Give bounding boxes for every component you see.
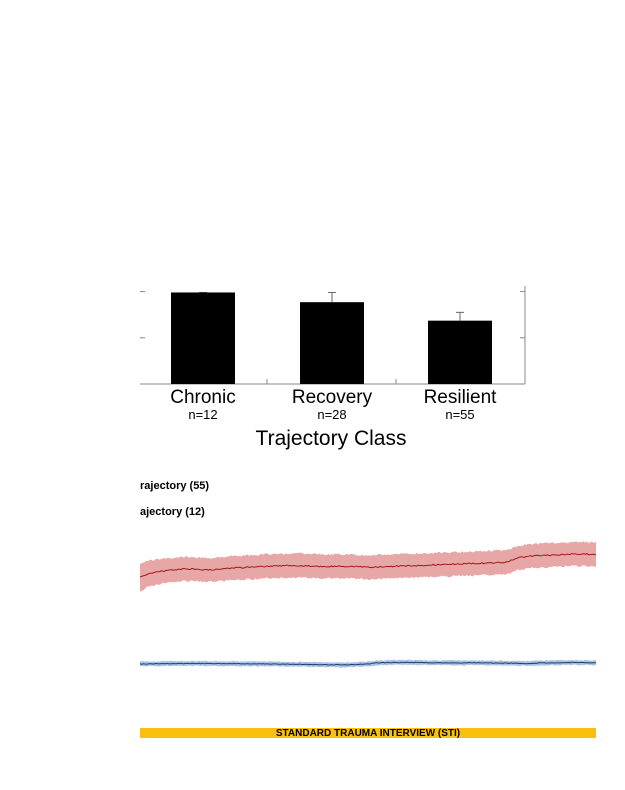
upper-trace-group: [140, 541, 596, 592]
bar-chart-bars: [171, 291, 492, 384]
category-label: Chronic: [170, 387, 235, 408]
bar-chronic: [171, 292, 235, 384]
bar-resilient: [428, 320, 492, 384]
lower-trace-group: [140, 659, 596, 668]
category-count-label: n=28: [317, 407, 346, 422]
upper-trace-line: [140, 552, 596, 578]
legend-entry-2: ajectory (12): [140, 506, 205, 518]
category-label: Recovery: [292, 387, 373, 408]
category-label: Resilient: [424, 387, 498, 408]
bar-recovery: [300, 302, 364, 384]
lower-trace-line: [140, 661, 596, 666]
category-count-label: n=12: [188, 407, 217, 422]
legend-entry-1: rajectory (55): [140, 480, 210, 492]
trajectory-trace-panel: [140, 541, 596, 668]
sti-banner: STANDARD TRAUMA INTERVIEW (STI): [140, 728, 596, 738]
x-axis-label: Trajectory Class: [256, 427, 407, 450]
sti-banner-label: STANDARD TRAUMA INTERVIEW (STI): [275, 728, 461, 739]
category-count-label: n=55: [445, 407, 474, 422]
